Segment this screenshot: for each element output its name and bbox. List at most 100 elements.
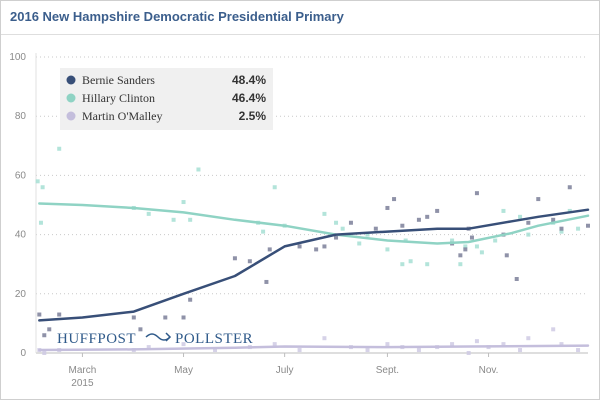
data-point xyxy=(450,342,455,347)
data-point xyxy=(501,208,506,213)
brand-left: HUFFPOST xyxy=(57,331,136,347)
title-divider xyxy=(1,34,599,35)
legend-swatch xyxy=(66,75,76,85)
data-point xyxy=(340,226,345,231)
data-point xyxy=(297,348,302,353)
data-point xyxy=(334,220,339,225)
data-point xyxy=(322,211,327,216)
legend-swatch xyxy=(66,93,76,103)
data-point xyxy=(526,220,531,225)
data-point xyxy=(576,348,581,353)
data-point xyxy=(400,262,405,267)
data-point xyxy=(272,185,277,190)
data-point xyxy=(365,348,370,353)
chart-title: 2016 New Hampshire Democratic Presidenti… xyxy=(10,9,344,24)
data-point xyxy=(504,253,509,258)
data-point xyxy=(357,241,362,246)
trend-line xyxy=(38,344,590,352)
data-point xyxy=(469,235,474,240)
data-point xyxy=(47,327,52,332)
trend-lines xyxy=(38,202,590,352)
legend-value: 46.4% xyxy=(232,91,266,105)
legend-value: 48.4% xyxy=(232,73,266,87)
data-point xyxy=(365,232,370,237)
data-point xyxy=(334,235,339,240)
data-point xyxy=(196,167,201,172)
y-tick-label: 20 xyxy=(15,289,27,300)
data-point xyxy=(297,244,302,249)
x-tick-label: July xyxy=(276,365,294,376)
data-point xyxy=(400,223,405,228)
data-point xyxy=(518,348,523,353)
brand-right: POLLSTER xyxy=(175,331,253,347)
y-tick-label: 100 xyxy=(9,52,26,63)
data-point xyxy=(181,315,186,320)
data-point xyxy=(146,345,151,350)
data-point xyxy=(171,217,176,222)
data-point xyxy=(188,297,193,302)
legend: Bernie Sanders 48.4% Hillary Clinton 46.4% M… xyxy=(60,68,273,130)
data-point xyxy=(247,259,252,264)
data-point xyxy=(163,315,168,320)
data-point xyxy=(425,262,430,267)
data-point xyxy=(463,247,468,252)
data-point xyxy=(57,146,62,151)
grid xyxy=(35,53,588,354)
data-point xyxy=(559,226,564,231)
y-axis-ticks: 0 20 40 60 80 100 xyxy=(9,52,26,359)
data-point xyxy=(38,220,43,225)
data-point xyxy=(385,342,390,347)
data-point xyxy=(466,351,471,355)
data-point xyxy=(37,312,42,317)
data-point xyxy=(551,217,556,222)
data-point xyxy=(267,247,272,252)
data-point xyxy=(458,253,463,258)
data-point xyxy=(146,211,151,216)
data-point xyxy=(314,247,319,252)
data-point xyxy=(474,191,479,196)
brand-watermark: HUFFPOST POLLSTER xyxy=(57,331,253,347)
data-point xyxy=(181,200,186,205)
data-point xyxy=(474,244,479,249)
data-points xyxy=(35,146,590,355)
data-point xyxy=(435,208,440,213)
data-point xyxy=(322,336,327,341)
x-axis-ticks: March 2015 May July Sept. Nov. xyxy=(69,353,499,389)
data-point xyxy=(181,342,186,347)
x-tick-label: Sept. xyxy=(376,365,399,376)
data-point xyxy=(264,279,269,284)
data-point xyxy=(322,244,327,249)
legend-box xyxy=(60,68,273,130)
data-point xyxy=(567,185,572,190)
data-point xyxy=(586,223,590,228)
data-point xyxy=(392,197,397,202)
data-point xyxy=(559,342,564,347)
data-point xyxy=(536,197,541,202)
data-point xyxy=(514,277,519,281)
y-tick-label: 0 xyxy=(20,348,26,359)
y-tick-label: 40 xyxy=(15,230,27,241)
trend-line xyxy=(38,208,590,322)
data-point xyxy=(408,259,413,264)
data-point xyxy=(526,336,531,341)
legend-swatch xyxy=(66,111,76,121)
data-point xyxy=(458,262,463,267)
data-point xyxy=(42,333,47,338)
legend-label: Martin O'Malley xyxy=(82,109,162,123)
data-point xyxy=(385,205,390,210)
data-point xyxy=(138,327,143,332)
data-point xyxy=(40,185,45,190)
data-point xyxy=(416,348,421,353)
data-point xyxy=(474,339,479,344)
data-point xyxy=(131,315,136,320)
data-point xyxy=(425,214,430,219)
y-tick-label: 60 xyxy=(15,170,27,181)
data-point xyxy=(559,229,564,234)
x-tick-sublabel: 2015 xyxy=(71,378,94,389)
data-point xyxy=(42,351,47,355)
data-point xyxy=(526,232,531,237)
data-point xyxy=(463,244,468,249)
x-tick-label: Nov. xyxy=(479,365,499,376)
data-point xyxy=(479,250,484,255)
legend-label: Bernie Sanders xyxy=(82,73,155,87)
